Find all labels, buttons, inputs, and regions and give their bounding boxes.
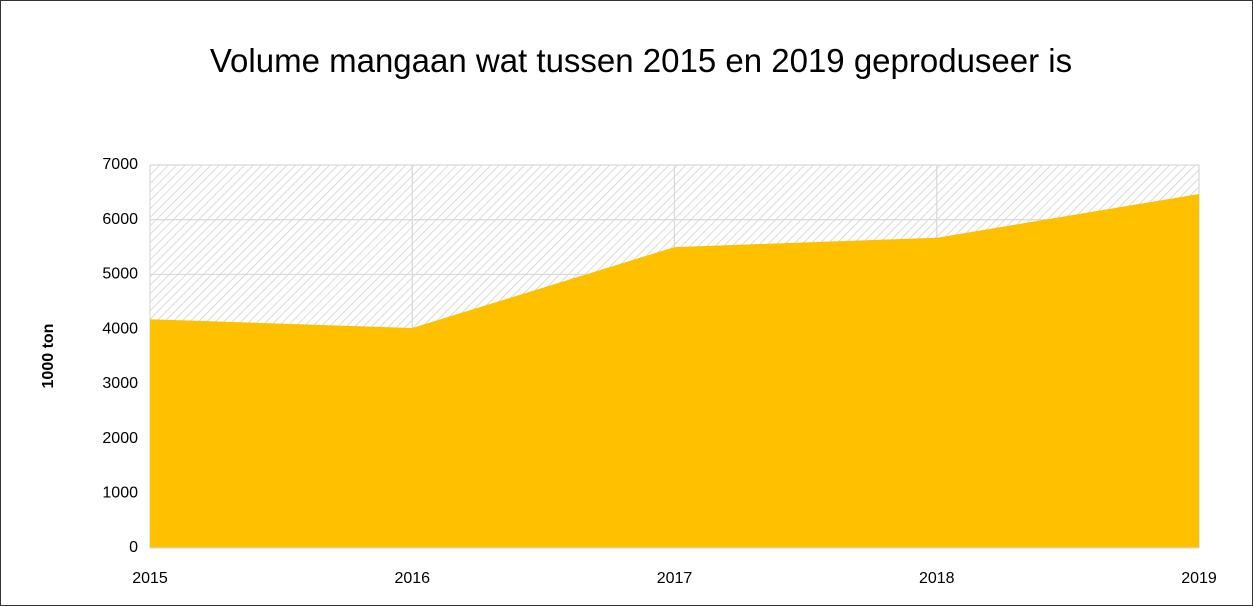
chart-title: Volume mangaan wat tussen 2015 en 2019 g… xyxy=(209,42,1073,79)
y-tick-label: 6000 xyxy=(102,211,138,228)
y-tick-label: 2000 xyxy=(102,430,138,447)
x-tick-label: 2019 xyxy=(1181,570,1217,587)
y-tick-label: 4000 xyxy=(102,320,138,337)
y-tick-label: 5000 xyxy=(102,266,138,283)
y-tick-label: 1000 xyxy=(102,485,138,502)
y-axis-label: 1000 ton xyxy=(40,324,57,389)
x-tick-label: 2015 xyxy=(132,570,168,587)
y-tick-label: 3000 xyxy=(102,375,138,392)
x-tick-label: 2018 xyxy=(919,570,955,587)
y-tick-label: 0 xyxy=(129,539,138,556)
y-tick-label: 7000 xyxy=(102,156,138,173)
x-tick-label: 2017 xyxy=(657,570,693,587)
x-tick-label: 2016 xyxy=(394,570,430,587)
area xyxy=(150,193,1199,548)
